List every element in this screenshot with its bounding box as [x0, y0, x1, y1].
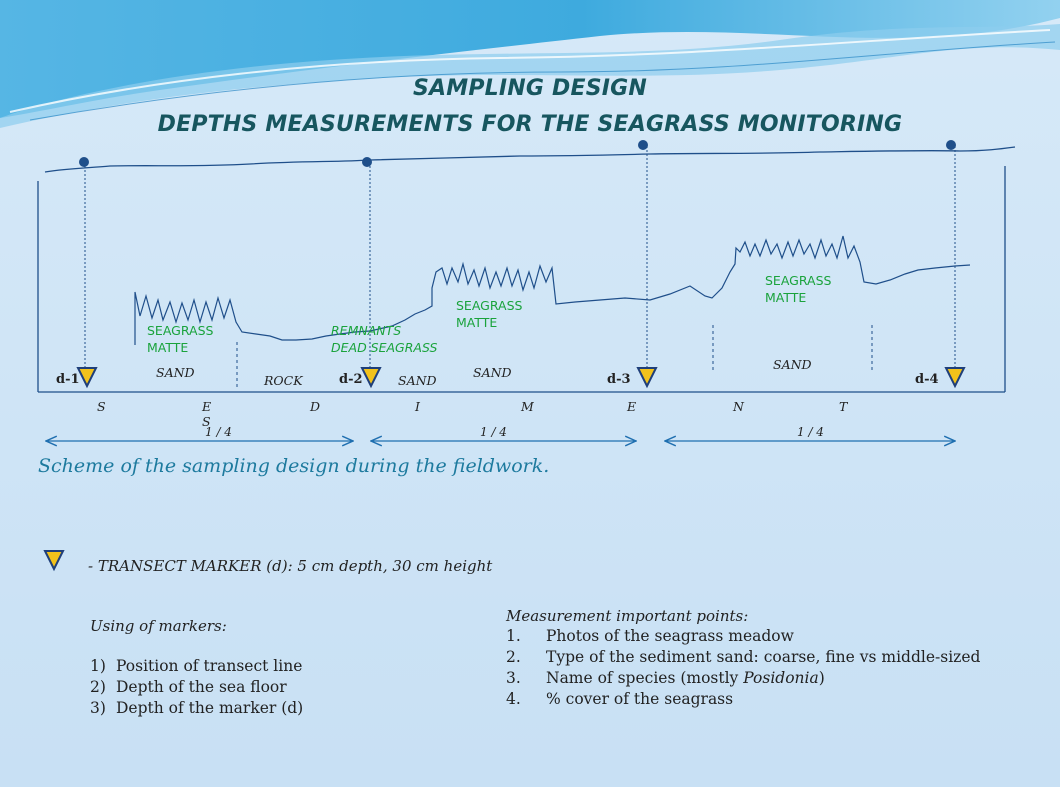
list-item: 4.% cover of the seagrass	[506, 690, 734, 708]
label-sand-4: SAND	[773, 357, 812, 372]
fraction-label-3: 1 / 4	[797, 425, 824, 439]
sea-surface-line	[44, 146, 1016, 173]
sediment-letter: I	[415, 399, 420, 414]
marker-label-d2: d-2	[339, 372, 363, 387]
title-line-1: SAMPLING DESIGN	[412, 76, 647, 101]
marker-label-d3: d-3	[607, 372, 631, 387]
markers-use-list: 1) Position of transect line 2) Depth of t…	[90, 657, 303, 720]
sediment-letter: N	[733, 399, 744, 414]
buoy-icon	[79, 157, 89, 167]
measurement-title: Measurement important points:	[506, 607, 749, 625]
sediment-letter: S	[202, 414, 211, 429]
markers-use-title: Using of markers:	[90, 617, 227, 635]
marker-label-d1: d-1	[56, 372, 80, 387]
sediment-letter: M	[521, 399, 534, 414]
transect-marker-icon	[76, 367, 98, 389]
label-sand-1: SAND	[156, 365, 195, 380]
fraction-label-2: 1 / 4	[480, 425, 507, 439]
label-remnants-dead-seagrass: REMNANTS DEAD SEAGRASS	[331, 323, 438, 355]
list-item: 3) Depth of the marker (d)	[90, 699, 304, 717]
label-sand-2: SAND	[398, 373, 437, 388]
sediment-letter: D	[310, 399, 321, 414]
title-line-2: DEPTHS MEASUREMENTS FOR THE SEAGRASS MON…	[157, 112, 903, 137]
sediment-letter: E	[202, 399, 212, 414]
label-seagrass-matte-2: SEAGRASS MATTE	[456, 298, 523, 330]
transect-marker-icon	[636, 367, 658, 389]
list-item: 2) Depth of the sea floor	[90, 678, 287, 696]
sediment-letter: S	[97, 399, 106, 414]
list-item: 1) Position of transect line	[90, 657, 303, 675]
buoy-icon	[638, 140, 648, 150]
figure-caption: Scheme of the sampling design during the…	[38, 455, 550, 477]
buoy-icon	[946, 140, 956, 150]
transect-marker-icon	[944, 367, 966, 389]
label-sand-3: SAND	[473, 365, 512, 380]
fraction-label-1: 1 / 4	[205, 425, 232, 439]
legend-marker-text: - TRANSECT MARKER (d): 5 cm depth, 30 cm…	[88, 557, 493, 575]
label-seagrass-matte-3: SEAGRASS MATTE	[765, 273, 832, 305]
label-rock: ROCK	[264, 373, 303, 388]
transect-marker-icon	[360, 367, 382, 389]
marker-label-d4: d-4	[915, 372, 939, 387]
sediment-letter: E	[627, 399, 637, 414]
list-item: 2. Type of the sediment sand: coarse, fin…	[506, 648, 981, 666]
seafloor-profile	[134, 235, 971, 345]
label-seagrass-matte-1: SEAGRASS MATTE	[147, 323, 214, 355]
legend-marker-icon	[43, 550, 65, 572]
buoy-icon	[362, 157, 372, 167]
list-item: 1. Photos of the seagrass meadow	[506, 627, 794, 645]
sediment-letter: T	[839, 399, 848, 414]
measurement-list: 1. Photos of the seagrass meadow 2. Type o…	[506, 627, 980, 711]
list-item: 3. Name of species (mostly Posidonia)	[506, 669, 825, 687]
